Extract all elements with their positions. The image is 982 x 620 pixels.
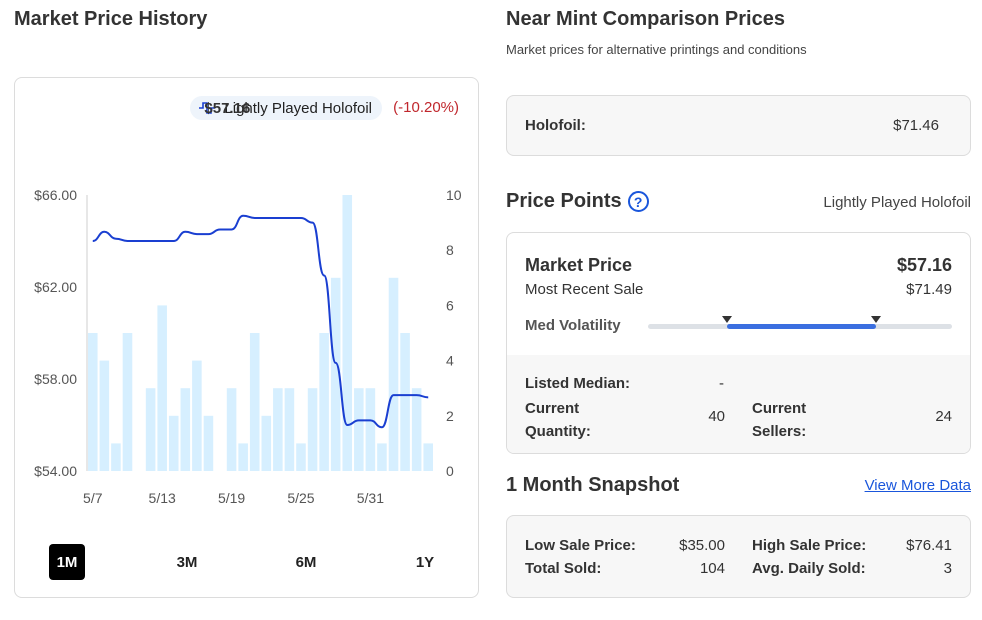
legend-label: Lightly Played Holofoil xyxy=(224,99,372,117)
total-sold-label: Total Sold: xyxy=(525,560,602,577)
holofoil-comparison-card: Holofoil: $71.46 xyxy=(506,95,971,156)
volume-bar xyxy=(388,277,399,471)
price-chart: $66.00 $62.00 $58.00 $54.00 10 8 6 4 2 0 5/7 5/13 5/… xyxy=(34,187,462,506)
market-price-value: $57.16 xyxy=(896,255,952,275)
volatility-meter xyxy=(648,316,952,329)
price-history-card: Lightly Played Holofoil $57.16 (-10.20%)… xyxy=(14,77,479,598)
low-sale-value: $35.00 xyxy=(679,537,725,554)
holofoil-value: $71.46 xyxy=(893,117,939,134)
price-points-title: Price Points? xyxy=(506,190,649,213)
listed-median-label: Listed Median: xyxy=(525,375,631,392)
avg-daily-label: Avg. Daily Sold: xyxy=(752,560,866,577)
volume-bar xyxy=(261,415,272,471)
recent-sale-label: Most Recent Sale xyxy=(525,281,644,298)
volume-bar xyxy=(284,388,295,471)
price-points-condition: Lightly Played Holofoil xyxy=(823,194,971,211)
volatility-label: Med Volatility xyxy=(525,317,621,334)
legend-change: (-10.20%) xyxy=(393,99,459,116)
volume-bar xyxy=(273,388,283,471)
current-quantity-label: Current Quantity: xyxy=(525,400,591,440)
volume-bar xyxy=(226,388,237,471)
comparison-subtitle: Market prices for alternative printings … xyxy=(506,42,807,57)
volume-bar xyxy=(354,388,364,471)
volume-bar xyxy=(307,388,318,471)
y-right-tick-label: 2 xyxy=(446,408,454,424)
y-left-tick-label: $58.00 xyxy=(34,371,77,387)
volume-bar xyxy=(238,443,248,471)
low-sale-label: Low Sale Price: xyxy=(525,537,636,554)
range-1y-button[interactable]: 1Y xyxy=(415,553,435,571)
volume-bar xyxy=(145,388,156,471)
pulse-line-icon xyxy=(199,102,216,114)
x-tick-label: 5/7 xyxy=(83,490,103,506)
recent-sale-value: $71.49 xyxy=(906,281,952,298)
price-points-card: Market Price $57.16 Most Recent Sale $71… xyxy=(506,232,971,454)
volume-bar xyxy=(168,415,179,471)
volume-bar xyxy=(99,360,110,471)
volume-bar xyxy=(423,443,433,471)
question-circle-icon[interactable]: ? xyxy=(627,191,649,213)
listed-median-value: - xyxy=(719,375,724,392)
high-sale-value: $76.41 xyxy=(906,537,952,554)
volume-bar xyxy=(157,305,167,471)
y-left-tick-label: $54.00 xyxy=(34,463,77,479)
volume-bar xyxy=(411,388,422,471)
market-price-history-title: Market Price History xyxy=(14,8,208,30)
view-more-data-link[interactable]: View More Data xyxy=(864,477,971,494)
price-line xyxy=(92,214,429,429)
market-price-label: Market Price xyxy=(525,255,633,275)
holofoil-label: Holofoil: xyxy=(525,117,586,134)
range-1m-button[interactable]: 1M xyxy=(49,544,85,580)
volume-bar xyxy=(319,333,329,471)
chart-legend[interactable]: Lightly Played Holofoil $57.16 xyxy=(190,96,382,120)
snapshot-title: 1 Month Snapshot xyxy=(506,474,680,496)
volume-bar xyxy=(122,333,133,471)
current-quantity-value: 40 xyxy=(708,408,725,425)
avg-daily-value: 3 xyxy=(943,560,952,577)
x-tick-label: 5/19 xyxy=(218,490,245,506)
current-sellers-label: Current Sellers: xyxy=(752,400,807,440)
y-right-tick-label: 6 xyxy=(446,297,454,313)
inventory-section: Listed Median: - Current Quantity: 40 Cu… xyxy=(507,355,970,453)
volume-bar xyxy=(365,388,376,471)
high-sale-label: High Sale Price: xyxy=(752,537,867,554)
volatility-range-fill xyxy=(727,324,876,329)
range-3m-button[interactable]: 3M xyxy=(176,553,198,571)
volume-bar xyxy=(192,360,202,471)
x-tick-label: 5/25 xyxy=(287,490,314,506)
volatility-high-marker-icon xyxy=(871,316,881,323)
volume-bar xyxy=(180,388,191,471)
snapshot-card: Low Sale Price: $35.00 High Sale Price: … xyxy=(506,515,971,598)
range-6m-button[interactable]: 6M xyxy=(295,553,317,571)
volume-bar xyxy=(249,333,260,471)
volume-bar xyxy=(330,277,341,471)
volatility-low-marker-icon xyxy=(722,316,733,323)
volume-bar xyxy=(296,443,306,471)
volume-bar xyxy=(88,333,98,471)
volume-bar xyxy=(342,195,353,471)
y-right-tick-label: 0 xyxy=(446,463,454,479)
y-left-tick-label: $66.00 xyxy=(34,187,77,203)
y-right-tick-label: 8 xyxy=(446,242,454,258)
volume-bar xyxy=(111,443,121,471)
y-right-tick-label: 10 xyxy=(446,187,462,203)
y-right-tick-label: 4 xyxy=(446,353,454,369)
total-sold-value: 104 xyxy=(699,560,725,577)
x-tick-label: 5/31 xyxy=(357,490,384,506)
volume-bar xyxy=(377,443,387,471)
volume-bar xyxy=(203,415,214,471)
price-points-heading: Price Points xyxy=(506,190,622,212)
comparison-title: Near Mint Comparison Prices xyxy=(506,8,785,30)
volume-bar xyxy=(400,333,410,471)
x-tick-label: 5/13 xyxy=(149,490,176,506)
current-sellers-value: 24 xyxy=(935,408,952,425)
legend-value: $57.16 xyxy=(204,99,251,117)
y-left-tick-label: $62.00 xyxy=(34,279,77,295)
